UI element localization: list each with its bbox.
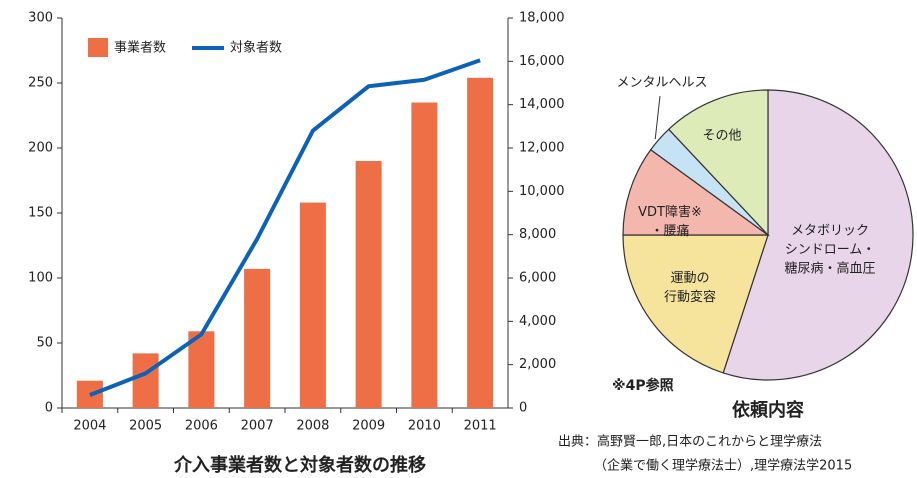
y2-tick-label: 10,000: [519, 184, 565, 199]
legend-label: 事業者数: [114, 40, 166, 56]
x-tick-label: 2007: [241, 419, 274, 434]
bar: [355, 161, 382, 408]
slice-label: メタボリック: [791, 224, 869, 239]
bar: [299, 202, 326, 408]
leader-line: [654, 95, 661, 140]
bar: [467, 77, 494, 409]
y-tick-label: 200: [28, 141, 53, 156]
x-tick-label: 2008: [296, 419, 329, 434]
x-tick-label: 2004: [73, 419, 106, 434]
slice-label: シンドローム・: [785, 243, 876, 258]
x-tick-label: 2005: [129, 419, 162, 434]
x-tick-label: 2011: [464, 419, 497, 434]
bar: [188, 331, 215, 408]
slice-label: メンタルヘルス: [616, 76, 707, 91]
slice-label: 運動の: [670, 271, 709, 286]
bar: [132, 353, 159, 408]
y2-tick-label: 6,000: [519, 271, 556, 286]
y-tick-label: 250: [28, 76, 53, 91]
y-tick-label: 50: [36, 336, 53, 351]
chart-title: 介入事業者数と対象者数の推移: [173, 454, 426, 476]
y-tick-label: 150: [28, 206, 53, 221]
bar: [244, 268, 271, 408]
y2-tick-label: 2,000: [519, 357, 556, 372]
line: [89, 58, 481, 397]
source: 出典：高野賢一郎,日本のこれからと理学療法: [558, 434, 822, 450]
y-tick-label: 0: [45, 401, 53, 416]
pie-title: 依頼内容: [732, 399, 804, 421]
pie-slice: [622, 234, 769, 374]
y-tick-label: 100: [28, 271, 53, 286]
y2-tick-label: 14,000: [519, 97, 565, 112]
note: ※4P参照: [612, 377, 674, 394]
y2-tick-label: 8,000: [519, 227, 556, 242]
legend-swatch: [88, 38, 108, 57]
x-tick-label: 2010: [408, 419, 441, 434]
x-tick-label: 2009: [352, 419, 385, 434]
slice-label: その他: [702, 129, 741, 144]
y2-tick-label: 4,000: [519, 314, 556, 329]
bar: [411, 102, 438, 408]
y2-tick-label: 18,000: [519, 11, 565, 26]
y2-tick-label: 16,000: [519, 54, 565, 69]
slice-label: 糖尿病・高血圧: [784, 261, 875, 277]
slice-label: ・腰痛: [650, 223, 689, 239]
pie-slice: [622, 148, 770, 236]
pie-slice: [722, 89, 914, 381]
y2-tick-label: 12,000: [519, 141, 565, 156]
slice-label: 行動変容: [664, 289, 716, 305]
x-tick-label: 2006: [185, 419, 218, 434]
source: （企業で働く理学療法士）,理学療法学2015: [594, 458, 852, 474]
y-tick-label: 300: [28, 11, 53, 26]
slice-label: VDT障害※: [638, 204, 702, 220]
y2-tick-label: 0: [519, 401, 527, 416]
legend-label: 対象者数: [230, 41, 282, 56]
pie-slice: [667, 89, 769, 237]
